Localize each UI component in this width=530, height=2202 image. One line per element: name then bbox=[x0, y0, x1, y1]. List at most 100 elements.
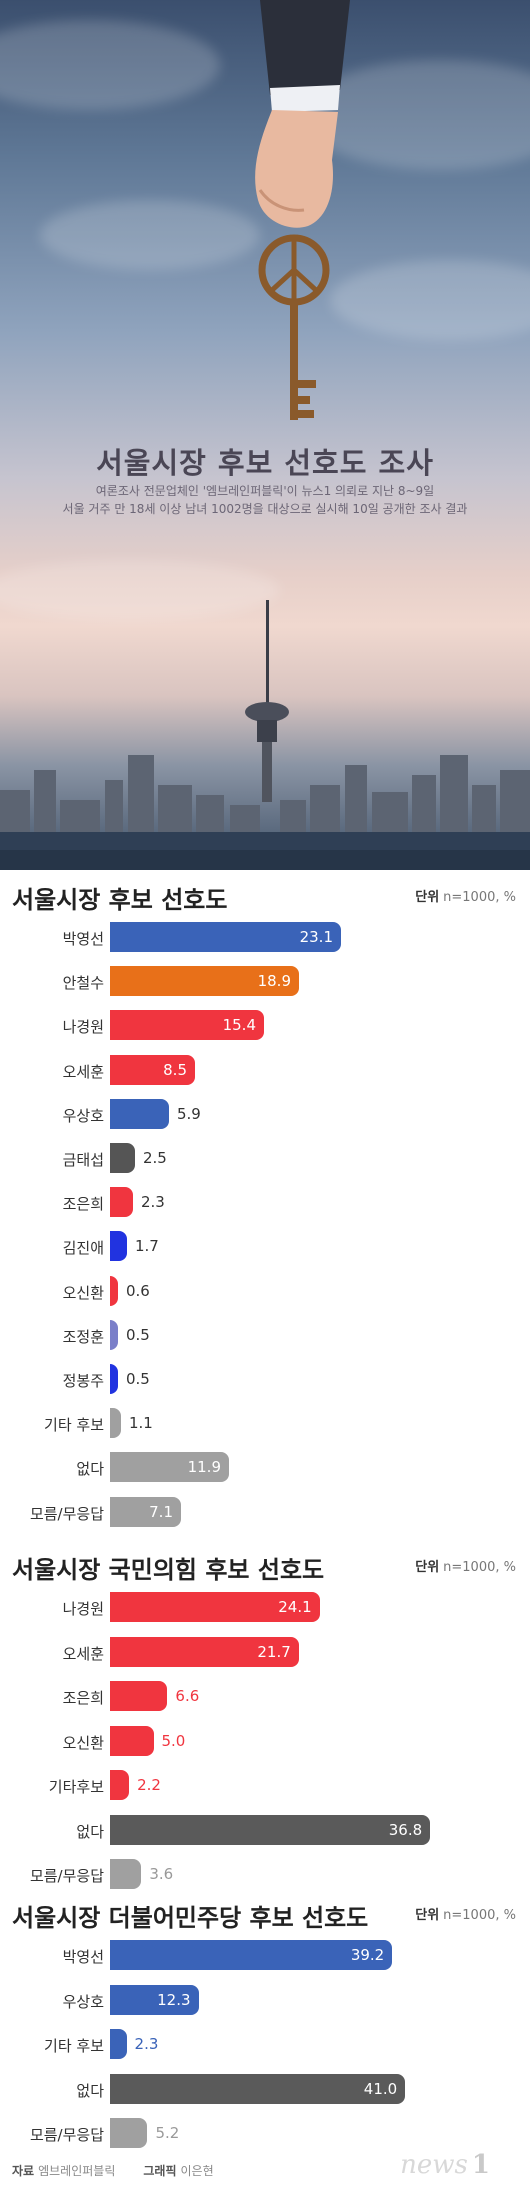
category-label: 기타후보 bbox=[48, 1778, 104, 1796]
category-label: 안철수 bbox=[62, 974, 104, 993]
category-label: 박영선 bbox=[62, 1948, 104, 1966]
source-name: 엠브레인퍼블릭 bbox=[38, 2164, 116, 2178]
news1-logo: news 1 bbox=[400, 2150, 490, 2180]
value-label: 1.1 bbox=[129, 1414, 153, 1433]
category-label: 나경원 bbox=[62, 1600, 104, 1618]
chart-3-row: 없다 41.0 bbox=[0, 2072, 530, 2106]
bar bbox=[110, 1636, 299, 1667]
value-label: 0.5 bbox=[126, 1370, 150, 1388]
category-label: 기타 후보 bbox=[44, 2037, 104, 2055]
chart-3-row: 기타 후보 2.3 bbox=[0, 2027, 530, 2061]
category-label: 모름/무응답 bbox=[29, 1867, 104, 1885]
value-label: 2.2 bbox=[137, 1776, 161, 1794]
category-label: 우상호 bbox=[62, 1106, 104, 1125]
value-label: 24.1 bbox=[278, 1598, 312, 1616]
chart-2-row: 없다 36.8 bbox=[0, 1813, 530, 1847]
chart-1-row: 오세훈 8.5 bbox=[0, 1053, 530, 1087]
chart-3-unit: 단위 n=1000, % bbox=[415, 1904, 516, 1923]
category-label: 없다 bbox=[76, 2081, 104, 2100]
chart-2-row: 오세훈 21.7 bbox=[0, 1635, 530, 1669]
category-label: 오신환 bbox=[62, 1283, 104, 1302]
credits: 자료 엠브레인퍼블릭 그래픽 이은현 bbox=[12, 2162, 214, 2179]
chart-3-row: 모름/무응답 5.2 bbox=[0, 2116, 530, 2150]
bar bbox=[110, 1231, 127, 1262]
value-label: 23.1 bbox=[299, 928, 333, 946]
bar bbox=[110, 1940, 393, 1970]
bar bbox=[110, 1098, 169, 1129]
value-label: 21.7 bbox=[257, 1642, 291, 1661]
bar bbox=[110, 1143, 135, 1173]
value-label: 5.9 bbox=[177, 1104, 201, 1123]
bar bbox=[110, 922, 341, 952]
chart-1-row: 금태섭 2.5 bbox=[0, 1141, 530, 1175]
bar bbox=[110, 1496, 181, 1527]
bar bbox=[110, 1452, 229, 1483]
chart-1-title: 서울시장 후보 선호도 bbox=[12, 886, 228, 914]
source-label: 자료 bbox=[12, 2164, 35, 2178]
chart-2-row: 모름/무응답 3.6 bbox=[0, 1857, 530, 1891]
value-label: 2.5 bbox=[143, 1149, 167, 1167]
bar bbox=[110, 1187, 133, 1218]
category-label: 조은희 bbox=[62, 1195, 104, 1214]
chart-2-unit: 단위 n=1000, % bbox=[415, 1556, 516, 1575]
chart-3-title: 서울시장 더불어민주당 후보 선호도 bbox=[12, 1904, 369, 1932]
chart-2-unit-text: n=1000, % bbox=[443, 1560, 516, 1575]
category-label: 오세훈 bbox=[62, 1644, 104, 1663]
bar bbox=[110, 2073, 406, 2104]
bar bbox=[110, 1592, 320, 1622]
seoul-skyline-illustration bbox=[0, 600, 530, 870]
chart-1-unit: 단위 n=1000, % bbox=[415, 886, 516, 905]
chart-1-row: 기타 후보 1.1 bbox=[0, 1406, 530, 1440]
value-label: 7.1 bbox=[149, 1502, 173, 1521]
bar bbox=[110, 2029, 127, 2059]
chart-1-row: 오신환 0.6 bbox=[0, 1274, 530, 1308]
value-label: 12.3 bbox=[157, 1990, 191, 2009]
chart-1-row: 조은희 2.3 bbox=[0, 1185, 530, 1219]
category-label: 오세훈 bbox=[62, 1062, 104, 1081]
category-label: 박영선 bbox=[62, 930, 104, 948]
bar bbox=[110, 1054, 195, 1085]
bar bbox=[110, 1319, 118, 1350]
chart-3-unit-text: n=1000, % bbox=[443, 1908, 516, 1923]
chart-1-row: 정봉주 0.5 bbox=[0, 1362, 530, 1396]
chart-1-row: 김진애 1.7 bbox=[0, 1229, 530, 1263]
chart-1-row: 없다 11.9 bbox=[0, 1450, 530, 1484]
chart-3-row: 우상호 12.3 bbox=[0, 1983, 530, 2017]
chart-1-row: 안철수 18.9 bbox=[0, 964, 530, 998]
hand-key-illustration bbox=[255, 0, 350, 420]
hero-subtitle-line1: 여론조사 전문업체인 '엠브레인퍼블릭'이 뉴스1 의뢰로 지난 8~9일 bbox=[95, 484, 435, 498]
hero-title: 서울시장 후보 선호도 조사 bbox=[96, 446, 434, 480]
chart-1-unit-label: 단위 bbox=[415, 890, 440, 905]
graphic-label: 그래픽 bbox=[143, 2164, 177, 2178]
value-label: 0.6 bbox=[126, 1281, 150, 1300]
graphic-author: 이은현 bbox=[180, 2164, 214, 2178]
chart-2-row: 조은희 6.6 bbox=[0, 1679, 530, 1713]
category-label: 모름/무응답 bbox=[29, 2126, 104, 2144]
bar bbox=[110, 1275, 118, 1306]
value-label: 41.0 bbox=[363, 2079, 398, 2098]
bar bbox=[110, 1814, 431, 1845]
bar bbox=[110, 1770, 130, 1800]
bar bbox=[110, 1010, 264, 1041]
chart-1-row: 우상호 5.9 bbox=[0, 1097, 530, 1131]
chart-1-unit-text: n=1000, % bbox=[443, 890, 516, 905]
bar bbox=[110, 966, 299, 997]
hero-subtitle-line2: 서울 거주 만 18세 이상 남녀 1002명을 대상으로 실시해 10일 공개… bbox=[62, 502, 468, 516]
bar bbox=[110, 1364, 118, 1394]
category-label: 모름/무응답 bbox=[29, 1504, 104, 1523]
logo-text: news bbox=[400, 2150, 468, 2180]
value-label: 18.9 bbox=[257, 972, 291, 991]
value-label: 0.5 bbox=[126, 1325, 150, 1344]
value-label: 5.0 bbox=[161, 1731, 186, 1750]
chart-2-row: 나경원 24.1 bbox=[0, 1590, 530, 1624]
category-label: 금태섭 bbox=[62, 1151, 104, 1169]
chart-2-title: 서울시장 국민의힘 후보 선호도 bbox=[12, 1556, 325, 1584]
value-label: 15.4 bbox=[222, 1016, 256, 1035]
chart-1-row: 박영선 23.1 bbox=[0, 920, 530, 954]
category-label: 오신환 bbox=[62, 1733, 104, 1752]
hero-banner: 서울시장 후보 선호도 조사 여론조사 전문업체인 '엠브레인퍼블릭'이 뉴스1… bbox=[0, 0, 530, 870]
category-label: 조정훈 bbox=[62, 1327, 104, 1346]
value-label: 5.2 bbox=[155, 2124, 180, 2142]
category-label: 없다 bbox=[76, 1822, 104, 1841]
bar bbox=[110, 1681, 168, 1711]
